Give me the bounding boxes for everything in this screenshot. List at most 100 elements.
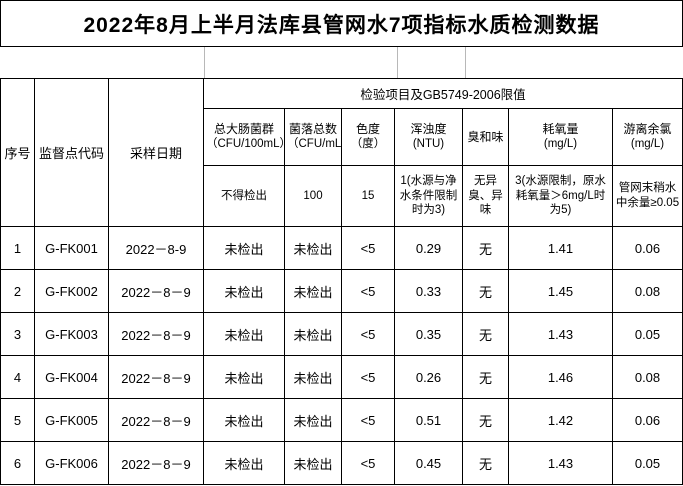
cell-turbidity: 0.29 [394, 226, 463, 270]
cell-seq: 4 [0, 355, 35, 399]
header-label: 总大肠菌群 [213, 122, 274, 137]
cell-colony-count: 未检出 [284, 269, 342, 313]
cell-site-code: G-FK005 [34, 398, 109, 442]
limit-chroma: 15 [341, 165, 395, 227]
faint-gridline [204, 47, 205, 78]
header-chroma: 色度 （度） [341, 108, 395, 166]
header-unit: （CFU/mL） [287, 138, 342, 151]
page-title: 2022年8月上半月法库县管网水7项指标水质检测数据 [0, 0, 683, 47]
cell-odor: 无 [462, 355, 509, 399]
cell-seq: 3 [0, 312, 35, 356]
cell-turbidity: 0.33 [394, 269, 463, 313]
cell-odor: 无 [462, 398, 509, 442]
cell-site-code: G-FK003 [34, 312, 109, 356]
cell-chroma: <5 [341, 312, 395, 356]
header-label: 浑浊度 [410, 122, 447, 137]
cell-site-code: G-FK001 [34, 226, 109, 270]
cell-total-coliform: 未检出 [203, 398, 285, 442]
cell-total-coliform: 未检出 [203, 441, 285, 485]
header-colony-count: 菌落总数 （CFU/mL） [284, 108, 342, 166]
faint-gridline [397, 47, 398, 78]
cell-sample-date: 2022－8－9 [108, 398, 204, 442]
header-label: 色度 [355, 122, 380, 137]
header-total-coliform: 总大肠菌群 （CFU/100mL） [203, 108, 285, 166]
cell-turbidity: 0.35 [394, 312, 463, 356]
header-unit: （度） [350, 138, 386, 151]
limit-odor: 无异臭、异味 [462, 165, 509, 227]
cell-site-code: G-FK004 [34, 355, 109, 399]
cell-turbidity: 0.51 [394, 398, 463, 442]
header-group: 检验项目及GB5749-2006限值 [203, 78, 683, 109]
cell-seq: 6 [0, 441, 35, 485]
cell-cod: 1.43 [508, 441, 613, 485]
cell-sample-date: 2022－8-9 [108, 226, 204, 270]
header-odor: 臭和味 [462, 108, 509, 166]
cell-cod: 1.41 [508, 226, 613, 270]
cell-cod: 1.46 [508, 355, 613, 399]
header-seq: 序号 [0, 78, 35, 227]
limit-colony-count: 100 [284, 165, 342, 227]
cell-chroma: <5 [341, 398, 395, 442]
cell-residual-chlorine: 0.06 [612, 398, 683, 442]
cell-total-coliform: 未检出 [203, 269, 285, 313]
cell-sample-date: 2022－8－9 [108, 312, 204, 356]
header-unit: (NTU) [412, 138, 445, 151]
cell-cod: 1.42 [508, 398, 613, 442]
header-turbidity: 浑浊度 (NTU) [394, 108, 463, 166]
cell-chroma: <5 [341, 441, 395, 485]
cell-chroma: <5 [341, 355, 395, 399]
cell-odor: 无 [462, 441, 509, 485]
header-label: 耗氧量 [542, 122, 579, 137]
header-sample-date: 采样日期 [108, 78, 204, 227]
cell-seq: 2 [0, 269, 35, 313]
cell-sample-date: 2022－8－9 [108, 441, 204, 485]
cell-site-code: G-FK006 [34, 441, 109, 485]
cell-turbidity: 0.26 [394, 355, 463, 399]
cell-odor: 无 [462, 226, 509, 270]
table-row: 1 G-FK001 2022－8-9 未检出 未检出 <5 0.29 无 1.41 0.06 [0, 226, 683, 270]
header-label: 游离余氯 [623, 122, 672, 137]
header-unit: (mg/L) [543, 138, 578, 151]
cell-total-coliform: 未检出 [203, 355, 285, 399]
cell-cod: 1.43 [508, 312, 613, 356]
header-residual-chlorine: 游离余氯 (mg/L) [612, 108, 683, 166]
table-body: 1 G-FK001 2022－8-9 未检出 未检出 <5 0.29 无 1.41 0.06 2 G-… [0, 226, 683, 485]
cell-odor: 无 [462, 269, 509, 313]
cell-turbidity: 0.45 [394, 441, 463, 485]
cell-seq: 5 [0, 398, 35, 442]
cell-chroma: <5 [341, 269, 395, 313]
cell-odor: 无 [462, 312, 509, 356]
cell-residual-chlorine: 0.05 [612, 441, 683, 485]
cell-cod: 1.45 [508, 269, 613, 313]
cell-seq: 1 [0, 226, 35, 270]
cell-site-code: G-FK002 [34, 269, 109, 313]
cell-sample-date: 2022－8－9 [108, 269, 204, 313]
header-unit: （CFU/100mL） [206, 138, 285, 151]
cell-total-coliform: 未检出 [203, 226, 285, 270]
table-row: 4 G-FK004 2022－8－9 未检出 未检出 <5 0.26 无 1.46 0.08 [0, 355, 683, 399]
cell-colony-count: 未检出 [284, 398, 342, 442]
table-row: 5 G-FK005 2022－8－9 未检出 未检出 <5 0.51 无 1.42 0.06 [0, 398, 683, 442]
cell-colony-count: 未检出 [284, 441, 342, 485]
cell-chroma: <5 [341, 226, 395, 270]
header-label: 菌落总数 [288, 122, 337, 137]
faint-gridline [465, 47, 466, 78]
table-row: 2 G-FK002 2022－8－9 未检出 未检出 <5 0.33 无 1.45 0.08 [0, 269, 683, 313]
spacer-row [0, 47, 683, 78]
water-quality-table: 序号 监督点代码 采样日期 检验项目及GB5749-2006限值 总大肠菌群 （… [0, 78, 683, 485]
header-cod: 耗氧量 (mg/L) [508, 108, 613, 166]
table-row: 6 G-FK006 2022－8－9 未检出 未检出 <5 0.45 无 1.43 0.05 [0, 441, 683, 485]
limit-cod: 3(水源限制，原水耗氧量＞6mg/L时为5) [508, 165, 613, 227]
header-label: 臭和味 [467, 129, 504, 144]
header-unit: (mg/L) [630, 138, 665, 151]
cell-residual-chlorine: 0.05 [612, 312, 683, 356]
cell-residual-chlorine: 0.08 [612, 355, 683, 399]
cell-colony-count: 未检出 [284, 355, 342, 399]
cell-sample-date: 2022－8－9 [108, 355, 204, 399]
table-row: 3 G-FK003 2022－8－9 未检出 未检出 <5 0.35 无 1.43 0.05 [0, 312, 683, 356]
limit-turbidity: 1(水源与净水条件限制时为3) [394, 165, 463, 227]
cell-residual-chlorine: 0.06 [612, 226, 683, 270]
limit-total-coliform: 不得检出 [203, 165, 285, 227]
cell-colony-count: 未检出 [284, 312, 342, 356]
